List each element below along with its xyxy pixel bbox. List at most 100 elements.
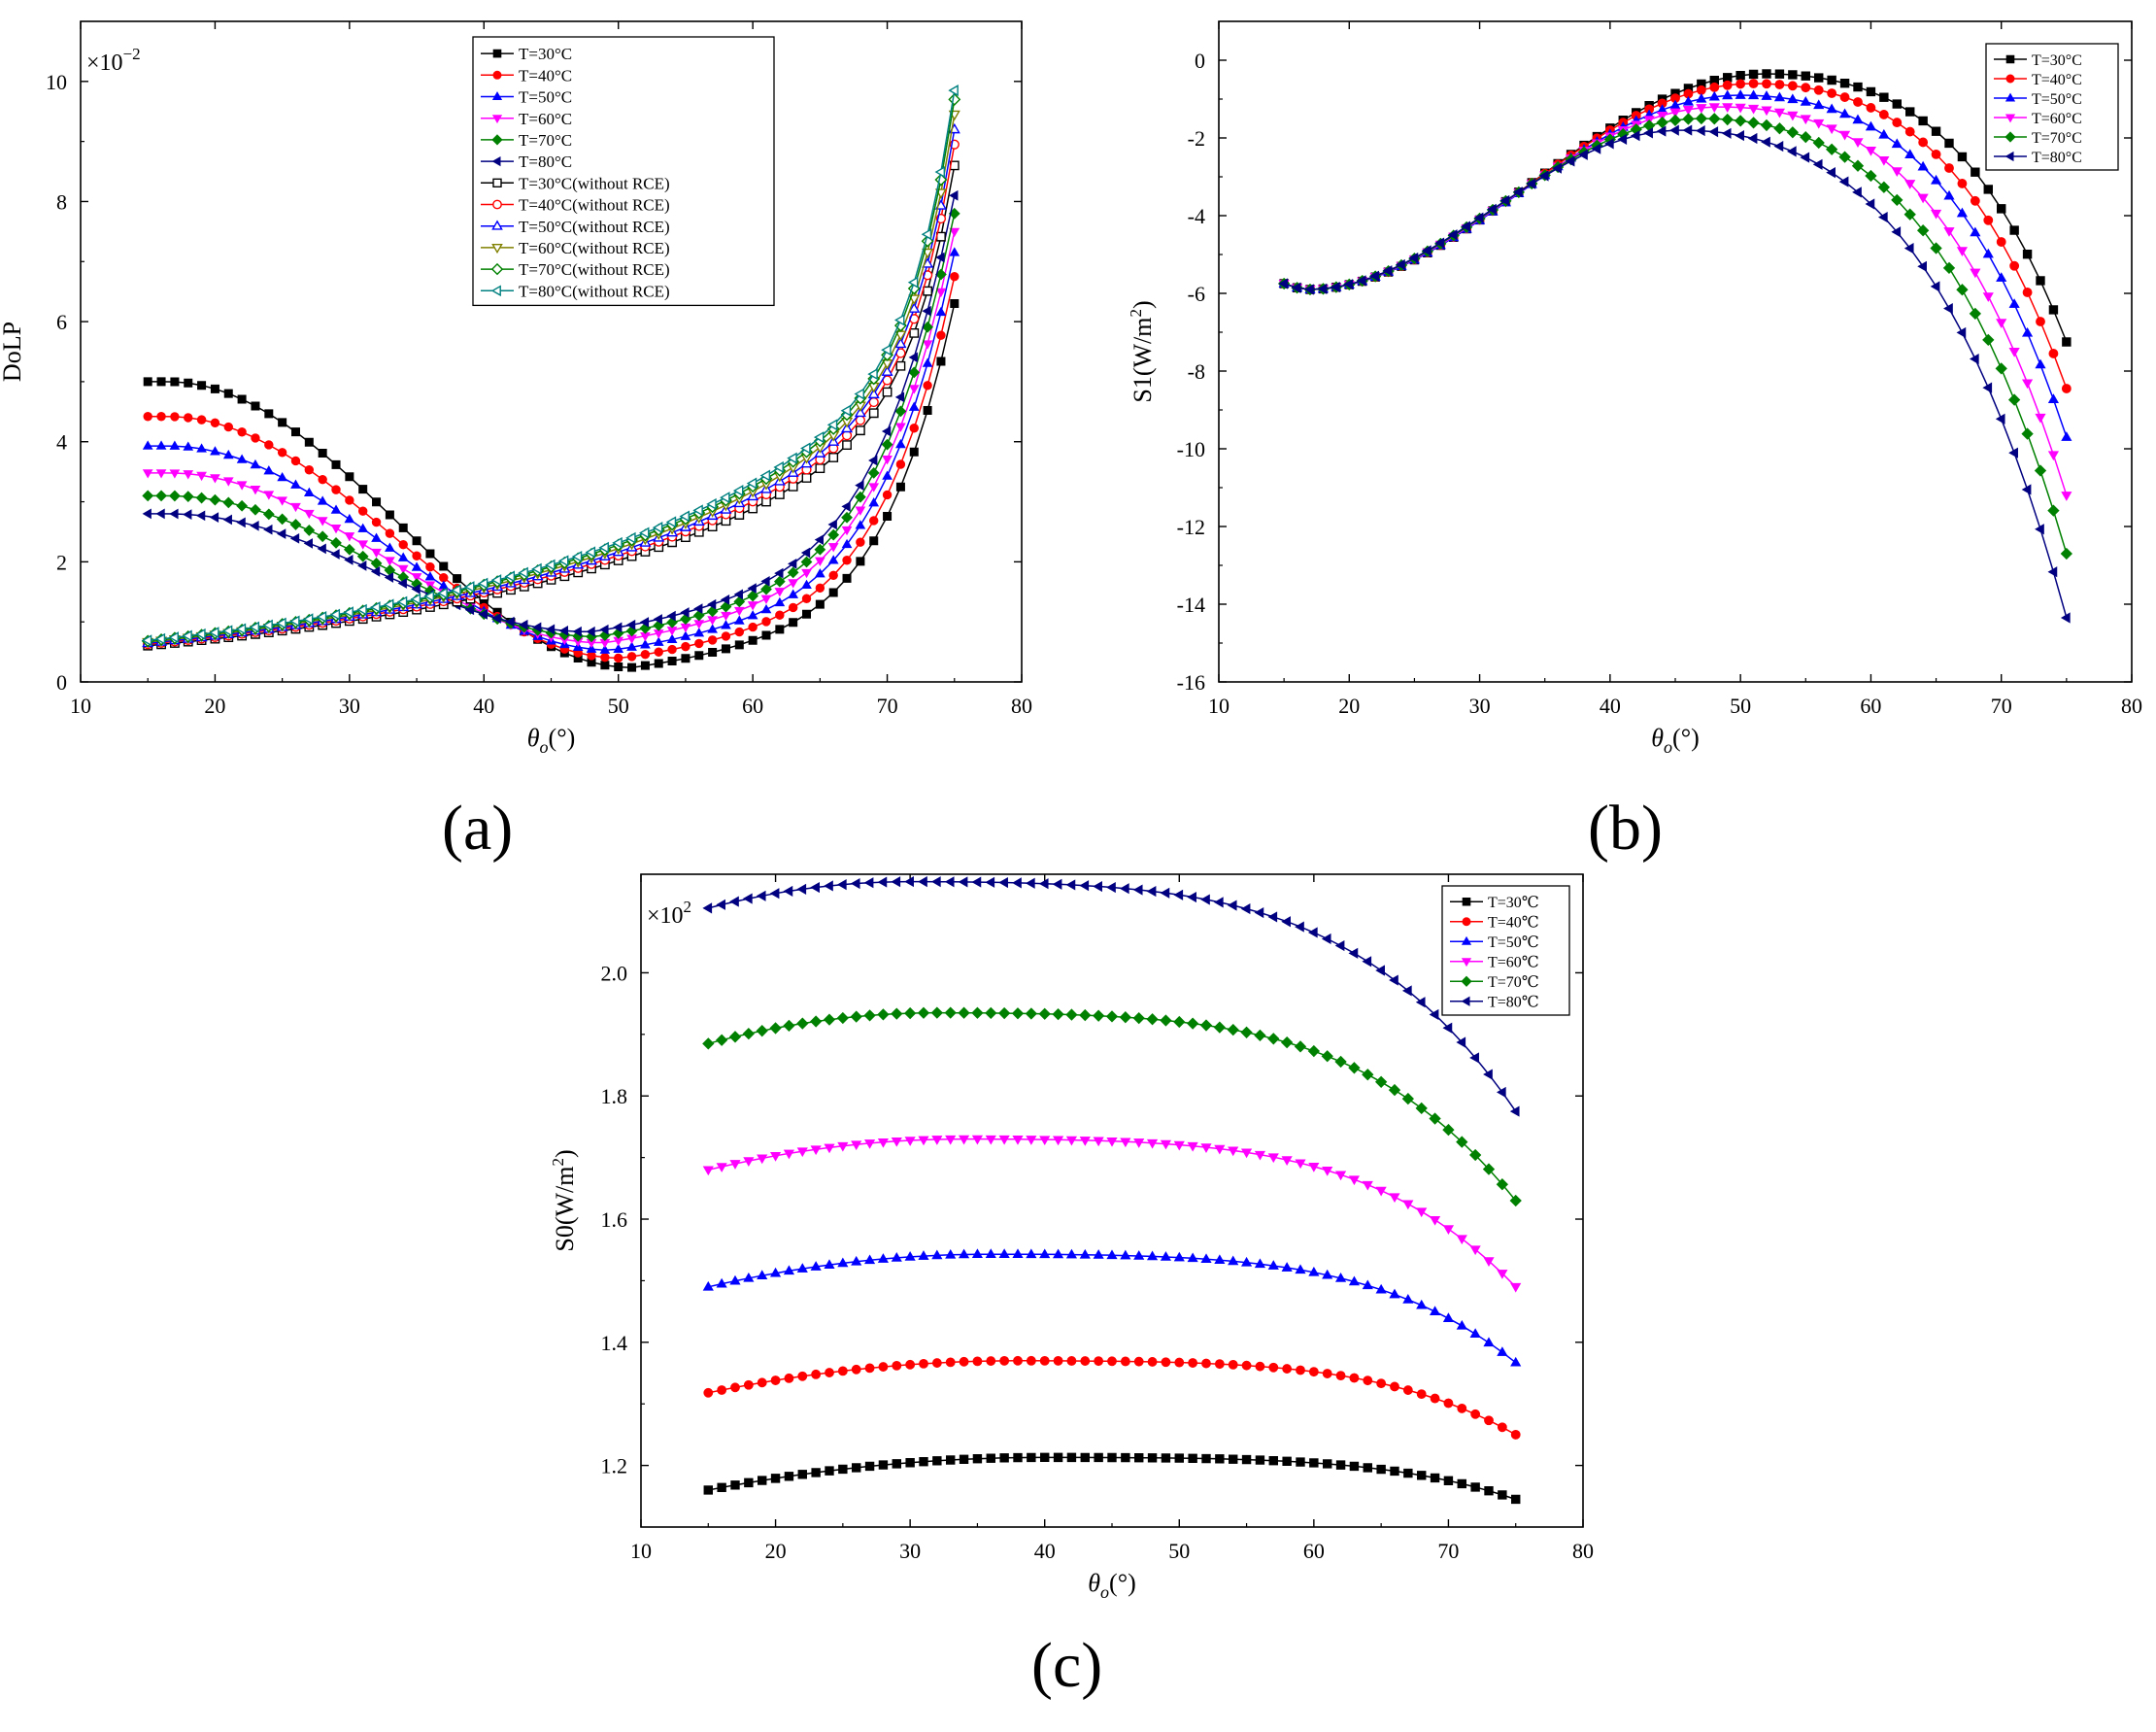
data-point	[949, 227, 960, 238]
data-point	[1735, 89, 1746, 99]
y-tick-label-b: -16	[1177, 670, 1205, 695]
data-point	[169, 469, 181, 479]
legend-entry: T=70°C(without RCE)	[519, 260, 670, 279]
data-point	[2035, 524, 2044, 535]
series-c-2	[702, 1248, 1522, 1367]
data-point	[236, 499, 248, 512]
data-point	[1304, 284, 1314, 295]
data-point	[1429, 1215, 1441, 1226]
data-point	[316, 611, 327, 624]
data-point	[1774, 80, 1785, 89]
data-point	[959, 1454, 969, 1464]
data-point	[303, 509, 315, 520]
data-point	[773, 460, 784, 474]
data-point	[345, 472, 354, 482]
data-point	[1147, 1453, 1158, 1463]
data-point	[734, 627, 745, 637]
data-point	[814, 534, 825, 546]
data-point	[1761, 106, 1772, 117]
data-point	[895, 482, 905, 492]
data-point	[504, 570, 516, 583]
data-point	[1838, 130, 1851, 141]
data-point	[800, 442, 811, 455]
data-point	[856, 557, 865, 566]
data-point	[891, 1137, 902, 1147]
data-point	[182, 491, 194, 503]
data-point	[1416, 1207, 1428, 1218]
data-point	[371, 517, 382, 527]
data-point	[1402, 1294, 1414, 1304]
data-point	[1053, 1452, 1063, 1463]
panel-label-a: (a)	[442, 793, 514, 864]
data-point	[1773, 141, 1784, 153]
data-point	[1891, 167, 1903, 178]
data-point	[1281, 916, 1291, 928]
data-point	[878, 1362, 889, 1372]
data-point	[277, 448, 287, 458]
data-point	[464, 604, 475, 616]
data-point	[1308, 1266, 1320, 1276]
data-point	[1930, 174, 1942, 185]
data-point	[1827, 88, 1837, 98]
data-point	[742, 1027, 756, 1040]
data-point	[855, 480, 864, 491]
data-point	[370, 601, 381, 614]
data-point	[385, 542, 395, 552]
data-point	[184, 378, 193, 388]
data-point	[640, 649, 651, 660]
data-point	[828, 570, 838, 581]
data-point	[1161, 1357, 1171, 1368]
data-point	[720, 600, 732, 613]
data-point	[1956, 207, 1969, 218]
data-point	[195, 628, 206, 640]
data-point	[895, 360, 906, 371]
data-point	[264, 440, 274, 450]
data-point	[237, 427, 247, 437]
y-tick-label-b: -12	[1177, 515, 1205, 539]
data-point	[1188, 1358, 1198, 1368]
data-point	[317, 517, 328, 526]
legend-marker	[1462, 897, 1471, 906]
data-point	[1931, 126, 1941, 136]
data-point	[1107, 1452, 1117, 1463]
data-point	[437, 587, 448, 599]
data-point	[250, 458, 261, 469]
data-point	[331, 485, 341, 494]
data-point	[877, 1008, 890, 1021]
data-point	[143, 377, 152, 387]
data-point	[761, 617, 771, 627]
data-point	[1656, 112, 1668, 121]
data-point	[625, 619, 636, 630]
data-point	[357, 540, 369, 550]
data-point	[1853, 97, 1863, 107]
data-point	[1904, 149, 1916, 159]
data-point	[1374, 1075, 1388, 1088]
data-point	[183, 470, 194, 480]
data-point	[1330, 281, 1340, 293]
data-point	[345, 495, 354, 505]
data-point	[908, 366, 921, 379]
data-point	[170, 412, 180, 422]
data-point	[143, 412, 152, 422]
data-point	[1996, 272, 2007, 282]
data-point	[1401, 1092, 1415, 1105]
legend-marker	[1461, 996, 1470, 1006]
x-tick-label-b: 60	[1860, 694, 1881, 718]
data-point	[1362, 1279, 1373, 1290]
data-point	[236, 517, 246, 528]
data-point	[743, 1379, 754, 1390]
data-point	[2047, 451, 2060, 461]
y-tick-label-c: 1.6	[601, 1207, 628, 1232]
data-point	[1484, 1486, 1494, 1496]
data-point	[519, 619, 528, 630]
data-point	[237, 394, 247, 404]
data-point	[600, 653, 610, 662]
data-point	[1800, 115, 1811, 125]
data-point	[1970, 226, 1981, 237]
data-point	[1389, 1193, 1400, 1204]
legend-entry: T=30℃	[1488, 895, 1539, 911]
data-point	[2035, 413, 2046, 424]
data-point	[1429, 1008, 1439, 1021]
data-point	[811, 1369, 822, 1379]
data-point	[836, 879, 847, 891]
